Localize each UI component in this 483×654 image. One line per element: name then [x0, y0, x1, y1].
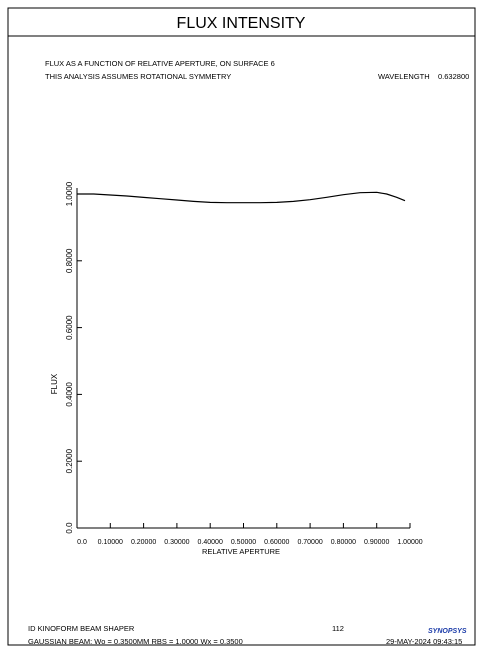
- lens-title: ID KINOFORM BEAM SHAPER: [28, 624, 135, 633]
- wavelength-label: WAVELENGTH: [378, 72, 430, 81]
- timestamp: 29-MAY-2024 09:43:15: [386, 637, 462, 646]
- beam-info: GAUSSIAN BEAM: Wo = 0.3500MM RBS = 1.000…: [28, 637, 243, 646]
- y-axis-label: FLUX: [50, 373, 59, 394]
- y-tick-label: 1.0000: [65, 181, 74, 206]
- subtitle: THIS ANALYSIS ASSUMES ROTATIONAL SYMMETR…: [45, 72, 231, 81]
- x-axis-label: RELATIVE APERTURE: [202, 547, 280, 556]
- frame: [7, 7, 476, 646]
- subtitle: FLUX AS A FUNCTION OF RELATIVE APERTURE,…: [45, 59, 275, 68]
- x-tick-label: 0.10000: [98, 539, 123, 546]
- page-number: 112: [332, 624, 344, 633]
- x-tick-label: 0.90000: [364, 539, 389, 546]
- x-tick-label: 0.80000: [331, 539, 356, 546]
- y-tick-label: 0.4000: [65, 382, 74, 407]
- chart-title: FLUX INTENSITY: [177, 15, 306, 32]
- y-tick-label: 0.2000: [65, 448, 74, 473]
- y-tick-label: 0.6000: [65, 315, 74, 340]
- x-tick-label: 0.20000: [131, 539, 156, 546]
- x-tick-label: 0.60000: [264, 539, 289, 546]
- x-tick-label: 1.00000: [397, 539, 422, 546]
- wavelength: 0.632800: [438, 72, 469, 81]
- logo: SYNOPSYS: [428, 628, 467, 635]
- x-tick-label: 0.50000: [231, 539, 256, 546]
- y-tick-label: 0.0: [65, 522, 74, 534]
- x-tick-label: 0.30000: [164, 539, 189, 546]
- x-tick-label: 0.40000: [198, 539, 223, 546]
- line: [77, 191, 406, 204]
- y-tick-label: 0.8000: [65, 248, 74, 273]
- x-tick-label: 0.0: [77, 539, 87, 546]
- x-tick-label: 0.70000: [297, 539, 322, 546]
